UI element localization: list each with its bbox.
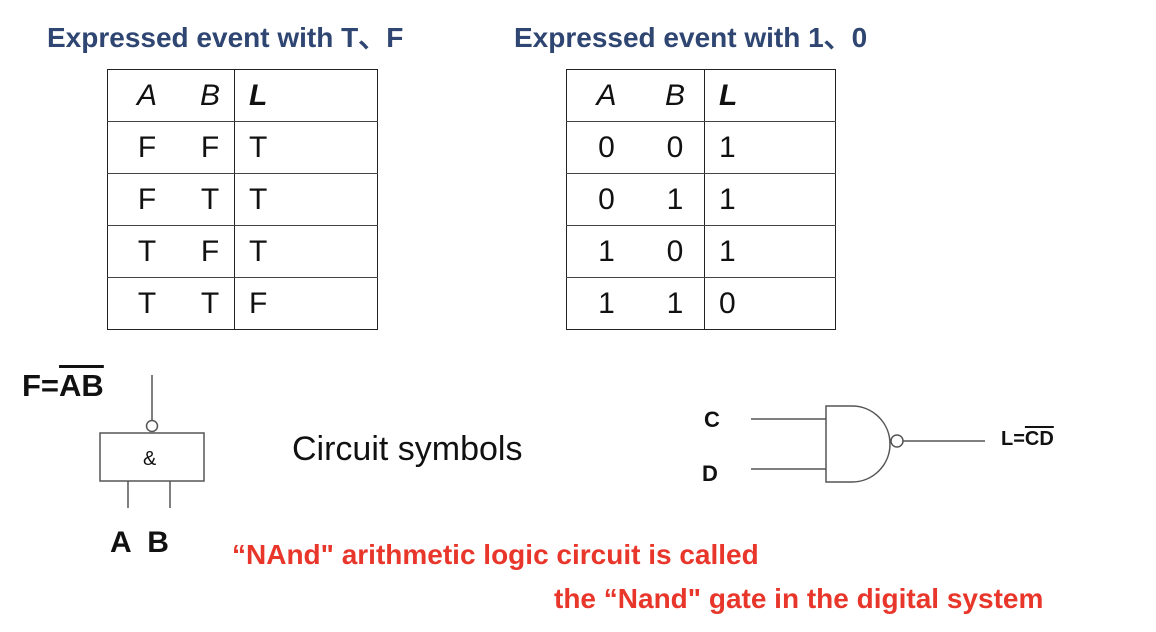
table-row: T T F (108, 277, 378, 330)
input-d-label: D (702, 461, 718, 486)
heading-tf: Expressed event with T、F (47, 22, 404, 53)
gate-box (99, 432, 205, 482)
right-output-prefix: L= (1001, 428, 1025, 450)
table-row: 0 1 1 (566, 173, 836, 226)
table-header-row: A B L (566, 69, 836, 122)
cell-b: 0 (646, 225, 705, 278)
left-output-label: F=AB (22, 368, 104, 404)
circuit-symbols-caption: Circuit symbols (292, 430, 523, 468)
iec-nand-gate (99, 375, 205, 508)
cell-a: 0 (566, 173, 646, 226)
cell-a: T (107, 225, 186, 278)
note-line-2: the “Nand" gate in the digital system (554, 583, 1044, 614)
cell-b: 0 (646, 121, 705, 174)
cell-a: F (107, 173, 186, 226)
header-b: B (646, 69, 705, 122)
cell-b: 1 (666, 286, 684, 320)
cell-a: T (137, 286, 157, 320)
truth-table-10: A B L 0 0 1 0 1 1 1 0 1 1 1 0 (566, 69, 836, 330)
cell-l: 0 (704, 277, 836, 330)
input-c-label: C (704, 407, 720, 432)
left-output-prefix: F= (22, 368, 60, 403)
cell-b: F (186, 121, 235, 174)
cell-a: F (107, 121, 186, 174)
inversion-bubble (145, 419, 159, 433)
cell-l: T (234, 173, 378, 226)
gate-symbol-ampersand: & (143, 448, 157, 470)
cell-l: F (234, 277, 378, 330)
header-a: A (107, 69, 186, 122)
cell-b: 1 (646, 173, 705, 226)
cell-a: 0 (566, 121, 646, 174)
cell-b: T (186, 173, 235, 226)
cell-b: T (200, 286, 220, 320)
cell-b: F (186, 225, 235, 278)
cell-l: 1 (704, 225, 836, 278)
inversion-bubble (890, 434, 904, 448)
cell-l: T (234, 121, 378, 174)
right-output-label: L=CD (1001, 428, 1054, 451)
table-row: 1 0 1 (566, 225, 836, 278)
table-row: F T T (107, 173, 378, 226)
cell-a: 1 (598, 286, 615, 320)
header-l: L (234, 69, 378, 122)
heading-10: Expressed event with 1、0 (514, 22, 868, 53)
truth-table-tf: A B L F F T F T T T F T T T F (107, 69, 378, 330)
table-header-row: A B L (107, 69, 378, 122)
table-row: 0 0 1 (566, 121, 836, 174)
header-l: L (704, 69, 836, 122)
table-row: 1 1 0 (567, 277, 836, 330)
and-body (825, 405, 891, 483)
ansi-nand-gate (751, 405, 985, 483)
left-output-overlined: AB (59, 368, 104, 403)
cell-a: 1 (566, 225, 646, 278)
cell-l: 1 (704, 173, 836, 226)
left-inputs-label: A B (110, 526, 169, 559)
table-row: T F T (107, 225, 378, 278)
note-line-1: “NAnd" arithmetic logic circuit is calle… (232, 539, 759, 570)
header-a: A (566, 69, 646, 122)
right-output-overlined: CD (1024, 428, 1054, 450)
cell-l: 1 (704, 121, 836, 174)
table-row: F F T (107, 121, 378, 174)
header-b: B (186, 69, 235, 122)
cell-l: T (234, 225, 378, 278)
